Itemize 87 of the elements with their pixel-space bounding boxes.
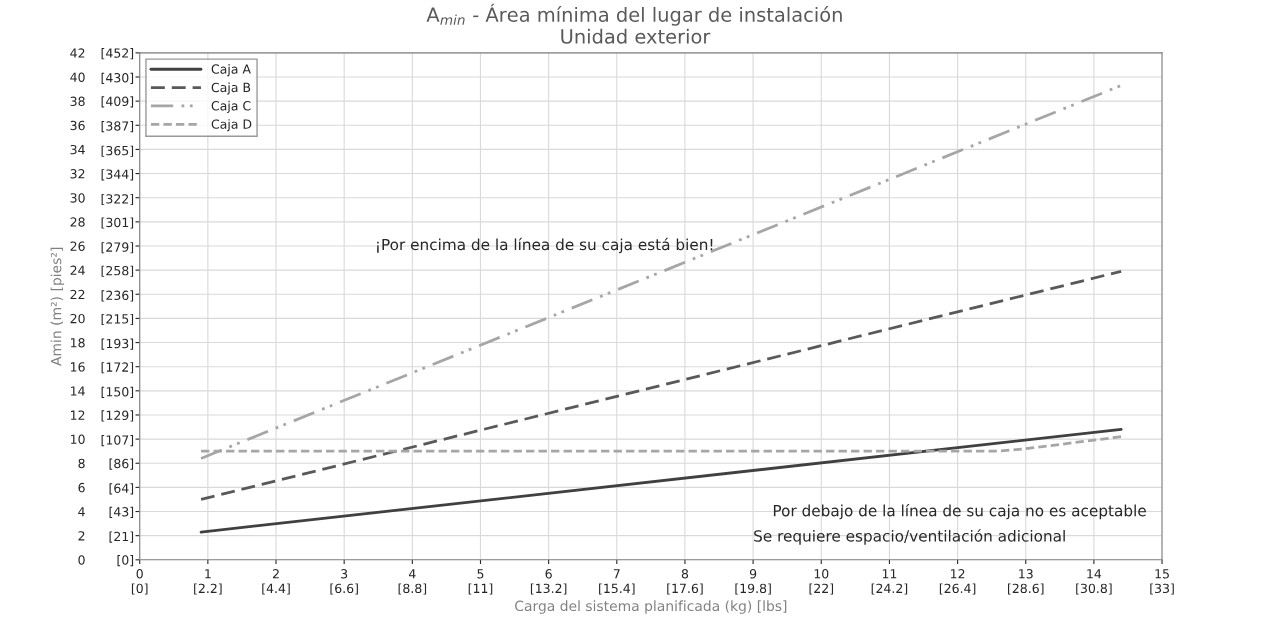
x2-tick-label: [26.4]	[939, 583, 976, 595]
y2-tick-label: [215]	[101, 313, 134, 326]
y2-tick-label: [193]	[101, 338, 134, 350]
x2-tick-label: [28.6]	[1008, 583, 1044, 595]
x2-tick-label: [6.6]	[330, 583, 358, 595]
y2-tick-label: [301]	[101, 217, 134, 229]
y2-tick-label: [430]	[101, 72, 134, 84]
y2-tick-label: [21]	[109, 531, 134, 543]
x2-tick-label: [22]	[809, 583, 834, 595]
x2-tick-label: [19.8]	[735, 583, 771, 595]
x-tick-label: 4	[408, 569, 416, 579]
y-tick-label: 34	[70, 144, 85, 155]
y-tick-label: 16	[71, 362, 85, 372]
x-tick-label: 5	[477, 569, 484, 579]
x-tick-label: 2	[272, 569, 279, 579]
chart-title: A$_{min}$ - Área mínima del lugar de instalación	[426, 3, 842, 26]
x-tick-label: 6	[545, 569, 552, 579]
y-tick-label: 36	[70, 120, 85, 131]
x-tick-label: 8	[681, 569, 689, 579]
y-tick-label: 32	[70, 169, 85, 179]
x-tick-label: 7	[613, 569, 620, 579]
x-tick-label: 9	[749, 569, 757, 579]
y2-tick-label: [64]	[109, 483, 134, 495]
x-tick-label: 15	[1155, 569, 1169, 579]
y2-tick-label: [107]	[101, 435, 134, 447]
annotation: Se requiere espacio/ventilación adicional	[754, 529, 1065, 545]
x2-tick-label: [8.8]	[398, 583, 427, 595]
x2-tick-label: [2.2]	[194, 583, 222, 595]
x2-tick-label: [24.2]	[871, 583, 908, 595]
y-tick-label: 18	[71, 338, 85, 348]
y-tick-label: 22	[70, 289, 85, 300]
y2-tick-label: [279]	[101, 242, 134, 254]
y-tick-label: 6	[78, 482, 85, 493]
x-tick-label: 1	[205, 569, 211, 579]
y-tick-label: 12	[71, 410, 85, 420]
y2-tick-label: [409]	[101, 96, 134, 108]
y2-tick-label: [172]	[101, 362, 134, 374]
y-tick-label: 8	[78, 458, 85, 469]
y-tick-label: 30	[70, 193, 85, 203]
y2-tick-label: [344]	[101, 169, 134, 181]
x2-tick-label: [33]	[1150, 583, 1174, 595]
x2-tick-label: [4.4]	[262, 583, 290, 595]
x-tick-label: 10	[814, 569, 829, 579]
chart-subtitle: Unidad exterior	[561, 28, 711, 44]
y2-tick-label: [322]	[101, 193, 134, 206]
x-tick-label: 13	[1019, 569, 1033, 579]
y-tick-label: 2	[78, 531, 85, 541]
y-tick-label: 0	[78, 555, 85, 565]
x-tick-label: 11	[882, 569, 897, 579]
x2-tick-label: [15.4]	[599, 583, 635, 595]
y2-tick-label: [365]	[101, 145, 134, 157]
y-tick-label: 10	[71, 434, 85, 445]
x-tick-label: 0	[136, 569, 143, 579]
x-axis-title: Carga del sistema planificada (kg) [lbs]	[515, 600, 787, 614]
annotation: Por debajo de la línea de su caja no es aceptable	[773, 503, 1146, 520]
y-tick-label: 4	[78, 507, 85, 517]
x2-tick-label: [11]	[468, 583, 493, 595]
y-tick-label: 28	[70, 217, 85, 227]
x2-tick-label: [30.8]	[1076, 583, 1112, 595]
y2-tick-label: [150]	[101, 386, 134, 398]
legend-label: Caja D	[211, 119, 252, 132]
y-tick-label: 14	[71, 386, 85, 396]
x2-tick-label: [13.2]	[530, 583, 567, 595]
legend-label: Caja B	[211, 82, 251, 95]
y2-tick-label: [0]	[117, 555, 134, 567]
y2-tick-label: [129]	[101, 410, 134, 422]
y-tick-label: 42	[70, 48, 85, 58]
x2-tick-label: [17.6]	[667, 583, 703, 595]
y2-tick-label: [43]	[109, 506, 134, 518]
y-tick-label: 20	[70, 313, 85, 324]
x-tick-label: 3	[341, 569, 348, 579]
x-tick-label: 14	[1087, 569, 1102, 579]
y2-tick-label: [236]	[101, 290, 134, 302]
legend-label: Caja C	[211, 100, 251, 113]
y-tick-label: 40	[70, 72, 85, 82]
y-axis-title: Amin (m²) [pies²]	[50, 247, 65, 366]
y-tick-label: 26	[70, 241, 85, 251]
y2-tick-label: [452]	[101, 48, 134, 60]
y2-tick-label: [387]	[101, 121, 134, 133]
annotation: ¡Por encima de la línea de su caja está bien!	[377, 237, 713, 254]
legend-label: Caja A	[211, 64, 251, 77]
x2-tick-label: [0]	[131, 583, 148, 595]
y2-tick-label: [258]	[101, 265, 134, 277]
y2-tick-label: [86]	[109, 458, 134, 470]
y-tick-label: 38	[70, 96, 85, 107]
x-tick-label: 12	[951, 569, 965, 579]
y-tick-label: 24	[70, 265, 85, 275]
